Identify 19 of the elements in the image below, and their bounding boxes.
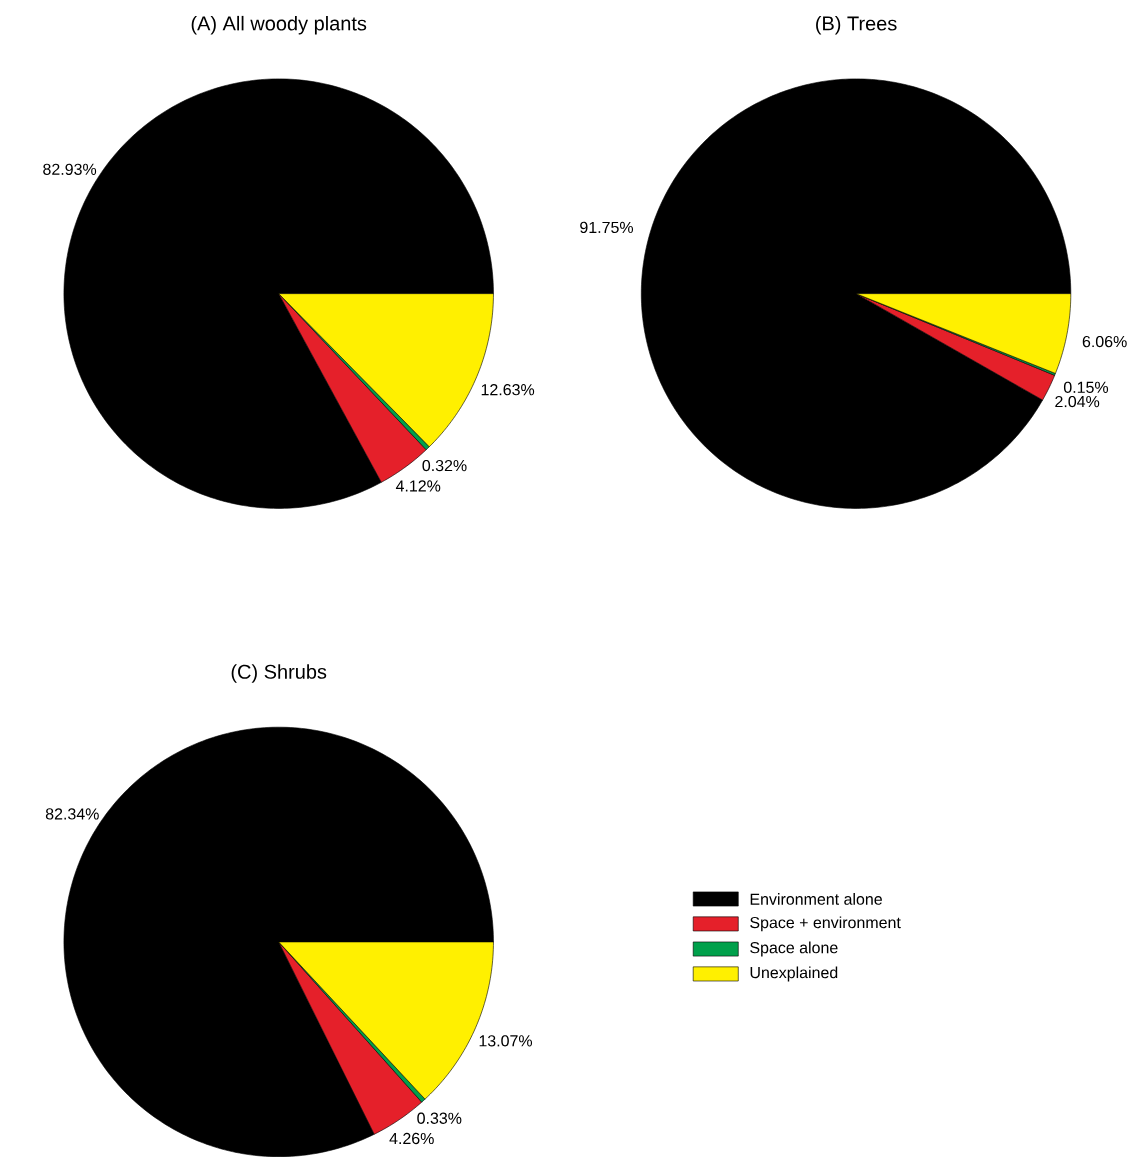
data-label: 0.32% [422,459,467,472]
legend-label: Space + environment [750,916,901,932]
data-label: 4.12% [396,480,441,492]
data-label: 6.06% [1082,335,1127,348]
legend-label: Space alone [750,941,838,957]
chart-title: (B) Trees [816,15,897,35]
legend-label: Unexplained [750,966,838,982]
data-label: 12.63% [481,384,535,396]
data-label: 91.75% [580,221,634,234]
data-label: 82.93% [43,163,97,175]
data-label: 0.33% [417,1112,462,1124]
data-label: 2.04% [1055,395,1100,408]
data-label: 13.07% [479,1035,533,1047]
chart-title: (C) Shrubs [231,664,327,683]
chart-title: (A) All woody plants [191,15,367,35]
legend-label: Environment alone [750,893,883,905]
data-label: 4.26% [389,1132,434,1145]
data-label: 0.15% [1064,381,1109,393]
data-label: 82.34% [46,808,99,820]
